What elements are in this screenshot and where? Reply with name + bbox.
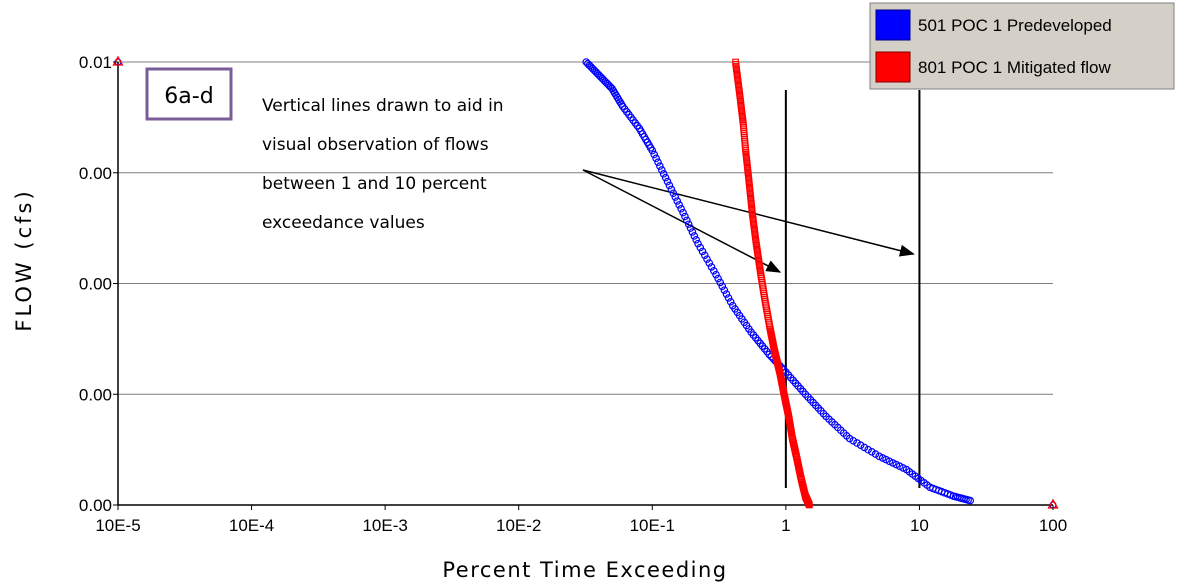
- data-point: [676, 202, 682, 208]
- data-point: [659, 167, 665, 173]
- y-tick-label: 0.00: [79, 385, 112, 404]
- x-axis-title: Percent Time Exceeding: [442, 558, 727, 582]
- series-predeveloped: [583, 59, 973, 504]
- x-tick-label: 10E-2: [496, 516, 541, 535]
- data-point: [693, 237, 699, 243]
- y-tick-label: 0.01: [79, 53, 112, 72]
- legend-swatch-predeveloped: [876, 10, 910, 40]
- x-tick-label: 10E-3: [362, 516, 407, 535]
- data-point: [664, 178, 670, 184]
- data-point: [684, 217, 690, 223]
- annotation-text: Vertical lines drawn to aid in visual ob…: [262, 96, 504, 233]
- x-tick-label: 10E-5: [95, 516, 140, 535]
- x-tick-label: 10: [910, 516, 929, 535]
- data-point: [682, 213, 688, 219]
- x-tick-label: 100: [1039, 516, 1067, 535]
- grid-lines: [118, 62, 1053, 505]
- x-tick-label: 1: [781, 516, 790, 535]
- annotation-line: exceedance values: [262, 213, 425, 233]
- series-mitigated: [114, 57, 1058, 508]
- data-point: [672, 194, 678, 200]
- x-tick-labels: 10E-5 10E-4 10E-3 10E-2 10E-1 1 10 100: [95, 505, 1067, 535]
- data-point: [691, 233, 697, 239]
- x-tick-label: 10E-4: [229, 516, 274, 535]
- data-point: [668, 186, 674, 192]
- annotation-line: Vertical lines drawn to aid in: [262, 96, 504, 116]
- legend-swatch-mitigated: [876, 52, 910, 82]
- legend-label-mitigated: 801 POC 1 Mitigated flow: [918, 58, 1111, 77]
- y-axis-title: FLOW (cfs): [12, 188, 36, 331]
- data-point: [662, 175, 668, 181]
- y-tick-label: 0.00: [79, 496, 112, 515]
- y-tick-label: 0.00: [79, 164, 112, 183]
- annotation-line: visual observation of flows: [262, 135, 489, 155]
- annotation-line: between 1 and 10 percent: [262, 174, 487, 194]
- panel-label: 6a-d: [164, 84, 213, 109]
- panel-label-box: 6a-d: [147, 69, 231, 119]
- data-point: [655, 159, 661, 165]
- data-point: [680, 209, 686, 215]
- legend-label-predeveloped: 501 POC 1 Predeveloped: [918, 16, 1112, 35]
- data-point: [666, 182, 672, 188]
- data-point: [653, 155, 659, 161]
- data-point: [674, 198, 680, 204]
- reference-lines: [786, 90, 920, 488]
- y-tick-label: 0.00: [79, 275, 112, 294]
- data-point: [651, 151, 657, 157]
- data-point: [689, 229, 695, 235]
- x-tick-label: 10E-1: [630, 516, 675, 535]
- data-point: [657, 163, 663, 169]
- legend: 501 POC 1 Predeveloped 801 POC 1 Mitigat…: [870, 3, 1174, 89]
- data-point: [678, 206, 684, 212]
- y-tick-labels: 0.00 0.00 0.00 0.00 0.01: [79, 53, 118, 515]
- data-point: [661, 171, 667, 177]
